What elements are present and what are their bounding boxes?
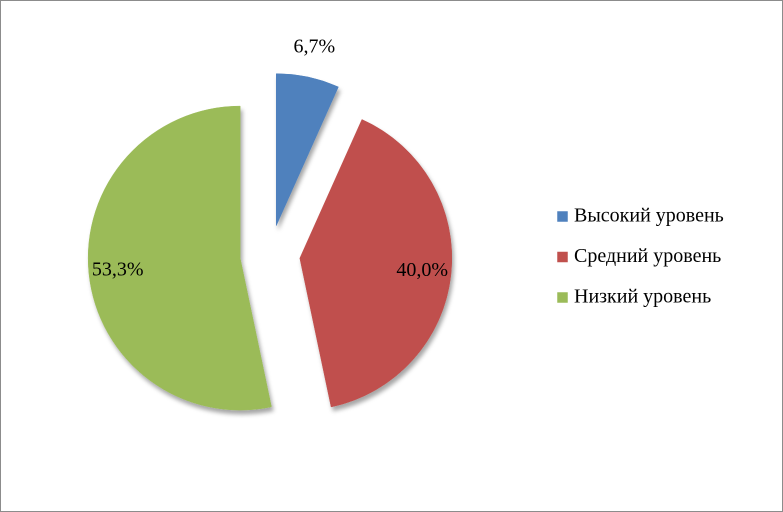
data-label: 53,3%	[92, 258, 144, 280]
data-label: 40,0%	[396, 259, 448, 281]
legend-swatch	[556, 251, 569, 263]
legend-swatch	[556, 210, 569, 223]
legend-label: Средний уровень	[574, 245, 721, 267]
pie-slice	[87, 105, 272, 411]
legend-label: Высокий уровень	[574, 205, 724, 227]
legend-swatch	[556, 291, 569, 304]
pie-slice	[299, 119, 453, 408]
data-label: 6,7%	[293, 35, 335, 57]
legend-label: Низкий уровень	[574, 286, 711, 308]
pie-slice	[276, 73, 339, 226]
